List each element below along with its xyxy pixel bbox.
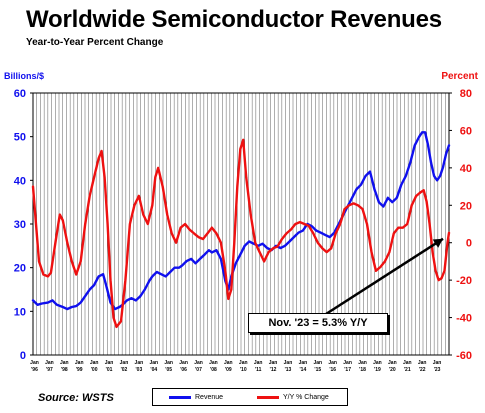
- x-tick-label-month: Jan: [149, 360, 158, 366]
- x-tick-label-year: '06: [180, 367, 187, 373]
- right-axis-tick-label: -60: [456, 350, 472, 362]
- left-axis-tick-label: 0: [20, 350, 26, 362]
- right-axis-tick-label: -20: [456, 275, 472, 287]
- x-tick-label-year: '17: [344, 367, 351, 373]
- chart-subtitle: Year-to-Year Percent Change: [26, 37, 164, 48]
- x-tick-label-month: Jan: [120, 360, 129, 366]
- x-tick-label-year: '15: [314, 367, 321, 373]
- chart-title: Worldwide Semiconductor Revenues: [26, 6, 442, 33]
- right-axis-title: Percent: [441, 71, 478, 82]
- x-tick-label-year: '19: [374, 367, 381, 373]
- x-tick-label-year: '12: [270, 367, 277, 373]
- x-tick-label-year: '03: [135, 367, 142, 373]
- x-tick-label-month: Jan: [105, 360, 114, 366]
- x-tick-label-year: '18: [359, 367, 366, 373]
- yoy-change-line: [31, 138, 451, 329]
- legend-label-yoy: Y/Y % Change: [283, 394, 329, 401]
- x-tick-label-month: Jan: [209, 360, 218, 366]
- x-tick-label-year: '04: [150, 367, 157, 373]
- left-axis-tick-label: 50: [14, 132, 26, 144]
- x-tick-label-month: Jan: [328, 360, 337, 366]
- right-axis-tick-label: 60: [460, 125, 472, 137]
- x-tick-label-month: Jan: [194, 360, 203, 366]
- x-tick-label-month: Jan: [373, 360, 382, 366]
- legend: Revenue Y/Y % Change: [152, 388, 348, 406]
- right-axis-tick-label: 0: [466, 238, 472, 250]
- x-tick-label-month: Jan: [358, 360, 367, 366]
- x-tick-label-month: Jan: [343, 360, 352, 366]
- x-tick-label-year: '21: [404, 367, 411, 373]
- annotation-arrowhead: [432, 238, 443, 248]
- x-tick-label-month: Jan: [224, 360, 233, 366]
- legend-item-revenue: Revenue: [169, 393, 223, 403]
- x-tick-label-year: '07: [195, 367, 202, 373]
- right-axis-tick-label: 40: [460, 163, 472, 175]
- x-tick-label-year: '98: [61, 367, 68, 373]
- x-tick-label-month: Jan: [403, 360, 412, 366]
- legend-swatch-revenue: [169, 395, 191, 399]
- left-axis-tick-label: 60: [14, 88, 26, 100]
- left-axis-tick-label: 10: [14, 306, 26, 318]
- x-tick-label-month: Jan: [418, 360, 427, 366]
- x-tick-label-month: Jan: [75, 360, 84, 366]
- left-axis-title: Billions/$: [4, 71, 44, 81]
- x-tick-label-month: Jan: [284, 360, 293, 366]
- x-tick-label-year: '08: [210, 367, 217, 373]
- x-tick-label-year: '05: [165, 367, 172, 373]
- x-tick-label-month: Jan: [60, 360, 69, 366]
- annotation-arrow: [325, 237, 444, 316]
- x-tick-label-year: '10: [240, 367, 247, 373]
- x-tick-label-year: '02: [121, 367, 128, 373]
- revenue-line: [31, 131, 451, 311]
- left-axis-tick-label: 30: [14, 219, 26, 231]
- left-axis-tick-label: 20: [14, 263, 26, 275]
- x-tick-label-year: '22: [419, 367, 426, 373]
- right-axis-tick-label: -40: [456, 313, 472, 325]
- right-axis-tick-label: 80: [460, 88, 472, 100]
- x-tick-label-month: Jan: [313, 360, 322, 366]
- right-axis-tick-label: 20: [460, 200, 472, 212]
- x-tick-label-month: Jan: [254, 360, 263, 366]
- x-tick-label-month: Jan: [30, 360, 39, 366]
- x-tick-label-year: '16: [329, 367, 336, 373]
- x-tick-label-month: Jan: [179, 360, 188, 366]
- x-tick-label-year: '97: [46, 367, 53, 373]
- x-tick-label-year: '09: [225, 367, 232, 373]
- legend-item-yoy: Y/Y % Change: [257, 393, 329, 403]
- x-tick-label-month: Jan: [299, 360, 308, 366]
- x-tick-label-year: '00: [91, 367, 98, 373]
- x-tick-label-year: '96: [31, 367, 38, 373]
- x-tick-label-year: '01: [106, 367, 113, 373]
- x-tick-label-month: Jan: [269, 360, 278, 366]
- x-tick-label-year: '14: [299, 367, 306, 373]
- source-note: Source: WSTS: [38, 392, 114, 404]
- x-tick-label-month: Jan: [433, 360, 442, 366]
- x-tick-label-month: Jan: [135, 360, 144, 366]
- x-tick-label-year: '23: [434, 367, 441, 373]
- x-tick-label-year: '11: [255, 367, 262, 373]
- x-tick-label-year: '13: [285, 367, 292, 373]
- x-tick-label-year: '20: [389, 367, 396, 373]
- x-tick-label-month: Jan: [239, 360, 248, 366]
- legend-swatch-yoy: [257, 395, 279, 399]
- annotation-callout: Nov. '23 = 5.3% Y/Y: [248, 313, 388, 333]
- x-tick-label-month: Jan: [90, 360, 99, 366]
- x-tick-label-month: Jan: [388, 360, 397, 366]
- x-tick-label-year: '99: [76, 367, 83, 373]
- left-axis-tick-label: 40: [14, 175, 26, 187]
- x-tick-label-month: Jan: [45, 360, 54, 366]
- x-tick-label-month: Jan: [164, 360, 173, 366]
- legend-label-revenue: Revenue: [195, 394, 224, 401]
